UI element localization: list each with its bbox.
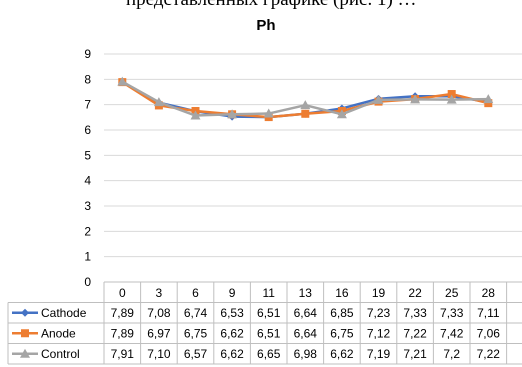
- data-point: [190, 110, 201, 120]
- data-table-cell: 7,10: [147, 347, 171, 361]
- data-point: [447, 90, 456, 99]
- data-table-cell: 7,42: [440, 326, 464, 340]
- x-tick-label: 28: [482, 286, 496, 300]
- cropped-caption-text: представленных графике (рис. 1) …: [0, 0, 522, 16]
- y-tick-label: 9: [84, 47, 91, 61]
- data-point: [410, 94, 421, 104]
- data-table-cell: 7,22: [403, 326, 427, 340]
- data-point: [336, 109, 347, 119]
- cropped-caption-line: представленных графике (рис. 1) …: [126, 0, 417, 11]
- data-point: [263, 108, 274, 118]
- y-tick-label: 1: [84, 250, 91, 264]
- data-table-cell: 6,75: [330, 326, 354, 340]
- data-table-cell: 7,89: [111, 306, 135, 320]
- data-table-cell: 6,62: [330, 347, 354, 361]
- x-tick-label: 0: [119, 286, 126, 300]
- data-table-cell: 7,2: [443, 347, 460, 361]
- gridlines: [104, 53, 522, 283]
- x-tick-label: 11: [262, 286, 275, 300]
- data-point: [373, 94, 384, 104]
- data-table: 0 3 6 9 11 13 16 19 22 25 28 Cathode 7,89 7,08 6,74 6,5…: [7, 281, 522, 365]
- data-point: [117, 76, 128, 86]
- data-table-cell: 6,98: [294, 347, 318, 361]
- data-point: [484, 99, 493, 108]
- data-table-cell: 6,53: [220, 306, 244, 320]
- x-tick-label: 16: [335, 286, 349, 300]
- data-table-cell: 7,23: [367, 306, 391, 320]
- legend-key-marker: [20, 348, 30, 358]
- x-tick-label: 19: [372, 286, 386, 300]
- data-point: [227, 109, 238, 119]
- data-table-cell: 6,85: [330, 306, 354, 320]
- data-table-cell: 6,62: [220, 347, 244, 361]
- data-table-cell: 6,65: [257, 347, 281, 361]
- data-point: [483, 94, 494, 104]
- legend-label: Cathode: [41, 306, 87, 320]
- data-table-cell: 6,51: [257, 326, 281, 340]
- data-table-cell: 6,97: [147, 326, 171, 340]
- data-point: [153, 97, 164, 107]
- x-tick-label: 13: [299, 286, 313, 300]
- y-tick-label: 5: [84, 148, 91, 162]
- chart-title: Ph: [256, 17, 275, 34]
- data-table-cell: 7,08: [147, 306, 171, 320]
- data-table-cell: 7,33: [403, 306, 427, 320]
- y-tick-label: 0: [84, 275, 91, 289]
- data-table-cell: 6,57: [184, 347, 208, 361]
- y-tick-label: 7: [84, 98, 91, 112]
- data-table-cell: 7,91: [111, 347, 135, 361]
- data-table-cell: 7,11: [477, 306, 500, 320]
- legend-label: Control: [41, 347, 80, 361]
- legend-label: Anode: [41, 326, 76, 340]
- data-table-cell: 7,89: [111, 326, 135, 340]
- data-table-cell: 7,19: [367, 347, 391, 361]
- x-tick-label: 25: [445, 286, 459, 300]
- data-table-cell: 7,21: [403, 347, 427, 361]
- data-table-cell: 6,64: [294, 326, 318, 340]
- legend-key-marker: [21, 308, 29, 317]
- x-tick-label: 22: [408, 286, 422, 300]
- data-table-cell: 6,51: [257, 306, 281, 320]
- data-point: [300, 100, 311, 110]
- y-tick-label: 8: [84, 72, 91, 86]
- data-table-cell: 7,12: [367, 326, 391, 340]
- y-axis-ticks: 0 1 2 3 4 5 6 7 8 9: [84, 47, 91, 289]
- x-tick-label: 3: [156, 286, 163, 300]
- y-tick-label: 4: [84, 174, 91, 188]
- x-tick-label: 6: [192, 286, 199, 300]
- legend-key-marker: [21, 329, 29, 338]
- data-point: [446, 94, 457, 104]
- data-table-cell: 6,74: [184, 306, 208, 320]
- x-tick-label: 9: [229, 286, 236, 300]
- data-table-cell: 6,62: [220, 326, 244, 340]
- data-table-cell: 7,33: [440, 306, 464, 320]
- data-table-cell: 7,22: [477, 347, 501, 361]
- data-table-cell: 7,06: [477, 326, 501, 340]
- y-tick-label: 2: [84, 224, 91, 238]
- data-table-cell: 6,75: [184, 326, 208, 340]
- data-table-cell: 6,64: [294, 306, 318, 320]
- data-point: [301, 109, 310, 118]
- series-lines: [117, 76, 494, 122]
- y-tick-label: 6: [84, 123, 91, 137]
- y-tick-label: 3: [84, 199, 91, 213]
